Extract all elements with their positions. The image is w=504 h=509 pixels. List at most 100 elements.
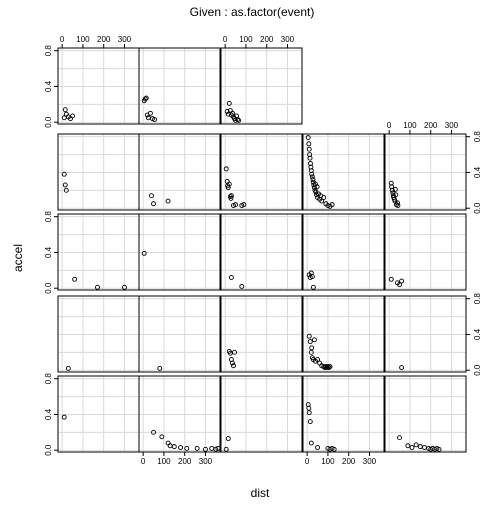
y-tick-label: 0.4 (44, 408, 53, 420)
x-tick-label: 0 (141, 457, 146, 466)
data-point (149, 193, 154, 199)
data-point (95, 284, 100, 290)
panel-frame (302, 213, 385, 291)
data-point (226, 181, 232, 187)
data-point (232, 349, 237, 355)
data-point (314, 184, 320, 190)
y-tick-label: 0.8 (473, 293, 482, 305)
data-point (326, 365, 332, 370)
data-point (151, 201, 156, 207)
panel-frame (138, 133, 221, 211)
panel-r4-c1 (57, 295, 140, 373)
chart-title: Given : as.factor(event) (190, 5, 315, 19)
panel-r1-c2 (138, 47, 221, 125)
data-point (309, 345, 315, 351)
y-tick-label: 0.4 (473, 328, 482, 340)
x-tick-label: 300 (199, 457, 213, 466)
data-point (225, 436, 231, 442)
panel-frame (220, 295, 303, 373)
data-point (157, 365, 163, 371)
panel-frame (138, 375, 221, 453)
data-point (226, 100, 232, 106)
panel-frame (384, 375, 467, 453)
panel-frame (220, 133, 303, 211)
data-point (306, 405, 312, 411)
panel-r5-c4 (302, 375, 385, 453)
data-point (306, 410, 312, 416)
data-point (310, 177, 316, 183)
data-point (122, 284, 127, 290)
data-point (223, 446, 229, 452)
y-axis-left-r3: 0.0 0.4 0.8 (44, 211, 58, 294)
data-point (306, 333, 312, 339)
panel-r5-c1 (57, 375, 140, 453)
data-point (399, 278, 405, 284)
data-point (331, 446, 337, 452)
y-tick-label: 0.8 (473, 131, 482, 143)
data-point (233, 202, 238, 208)
data-point (194, 445, 200, 451)
data-point (184, 445, 190, 451)
data-point (409, 445, 415, 450)
panel-frame (302, 375, 385, 453)
y-tick-label: 0.0 (44, 282, 53, 294)
panel-frame (220, 47, 303, 125)
x-tick-label: 0 (60, 35, 65, 44)
data-point (307, 339, 313, 345)
data-point (397, 435, 402, 441)
panel-r2-c4 (302, 133, 385, 211)
x-axis-bottom-c2: 0 100 200 300 (141, 452, 213, 466)
x-tick-label: 200 (260, 35, 274, 44)
panel-r3-c1 (57, 213, 140, 291)
data-point (65, 365, 71, 371)
y-tick-label: 0.0 (473, 364, 482, 376)
panel-r4-c3 (220, 295, 303, 373)
panel-r4-c5 (384, 295, 467, 373)
data-point (147, 110, 153, 116)
y-axis-left-r1: 0.0 0.4 0.8 (44, 45, 58, 128)
x-tick-label: 100 (157, 457, 171, 466)
data-point (327, 364, 333, 370)
x-tick-label: 0 (223, 35, 228, 44)
y-tick-label: 0.8 (44, 373, 53, 385)
data-point (203, 446, 208, 452)
data-point (229, 360, 235, 366)
panel-frame (220, 213, 303, 291)
x-tick-label: 200 (424, 121, 438, 130)
panel-r2-c2 (138, 133, 221, 211)
x-axis-bottom-c4: 0 100 200 300 (305, 452, 377, 466)
data-point (405, 443, 411, 449)
data-point (307, 155, 313, 161)
data-point (395, 203, 401, 208)
data-point (307, 419, 313, 425)
y-axis-label: accel (11, 244, 25, 272)
y-tick-label: 0.4 (44, 246, 53, 258)
data-point (306, 146, 312, 152)
data-point (309, 174, 315, 180)
x-tick-label: 0 (387, 121, 392, 130)
data-point (325, 364, 331, 370)
data-point (62, 107, 68, 113)
panel-frame (302, 295, 385, 373)
panel-r1-c1 (57, 47, 140, 125)
x-tick-label: 100 (321, 457, 335, 466)
data-point (395, 200, 400, 206)
panel-r3-c2 (138, 213, 221, 291)
x-axis-top-c5: 0 100 200 300 (387, 121, 459, 134)
data-point (315, 445, 320, 450)
data-point (422, 445, 427, 450)
x-axis-top-c3: 0 100 200 300 (223, 35, 295, 48)
panel-r5-c2 (138, 375, 221, 453)
data-point (223, 166, 229, 172)
data-point (215, 445, 221, 451)
data-point (151, 429, 156, 435)
panel-frame (384, 213, 467, 291)
data-point (309, 171, 315, 177)
data-point (231, 363, 236, 369)
panel-r2-c1 (57, 133, 140, 211)
x-tick-label: 100 (403, 121, 417, 130)
data-point (235, 117, 241, 122)
y-axis-left-r5: 0.0 0.4 0.8 (44, 373, 58, 456)
data-point (152, 117, 158, 122)
